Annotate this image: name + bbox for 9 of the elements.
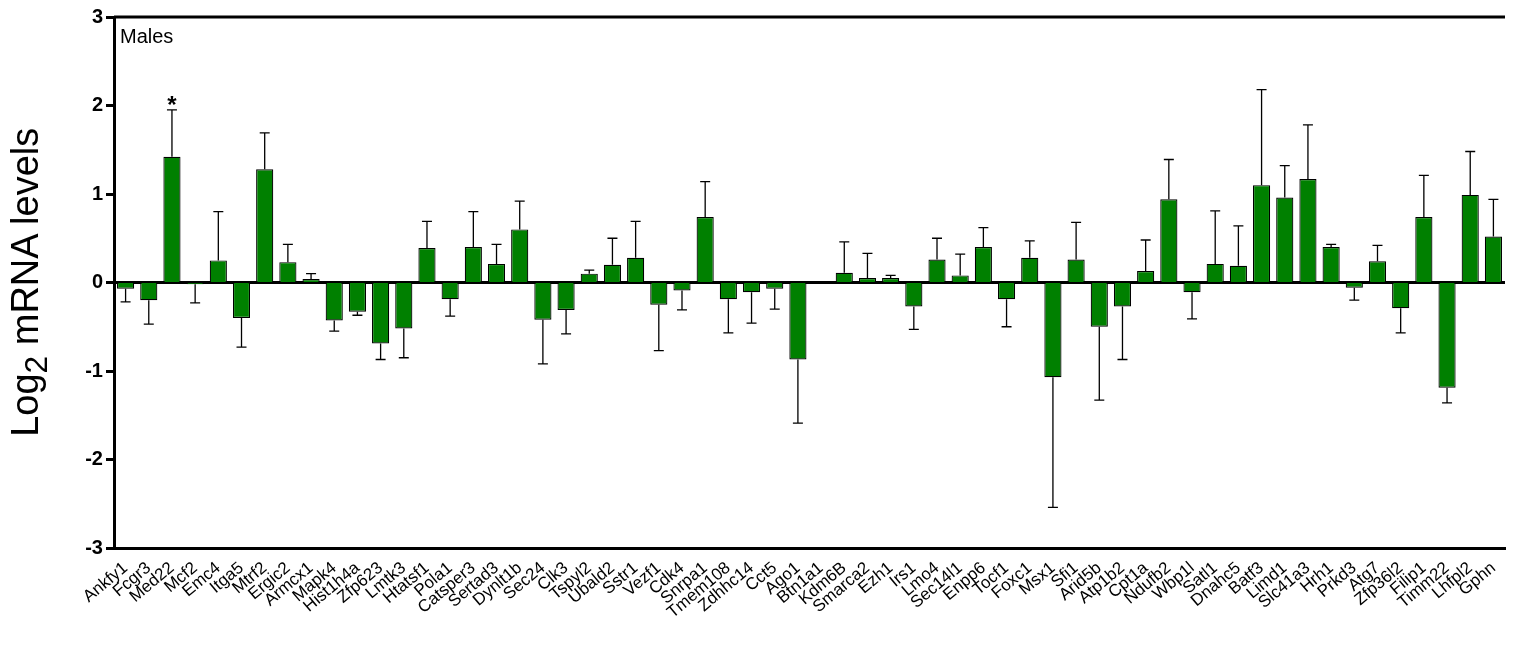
y-tick-label: 0: [91, 270, 103, 293]
y-tick-label: -1: [85, 358, 103, 381]
annotation: Males: [120, 24, 174, 47]
y-tick-label: 1: [91, 181, 103, 204]
y-tick-label: -3: [85, 535, 103, 558]
y-tick-label: 2: [91, 93, 103, 116]
annotation: *: [167, 90, 178, 118]
y-tick-label: 3: [91, 4, 103, 27]
y-tick-label: -2: [85, 447, 103, 470]
